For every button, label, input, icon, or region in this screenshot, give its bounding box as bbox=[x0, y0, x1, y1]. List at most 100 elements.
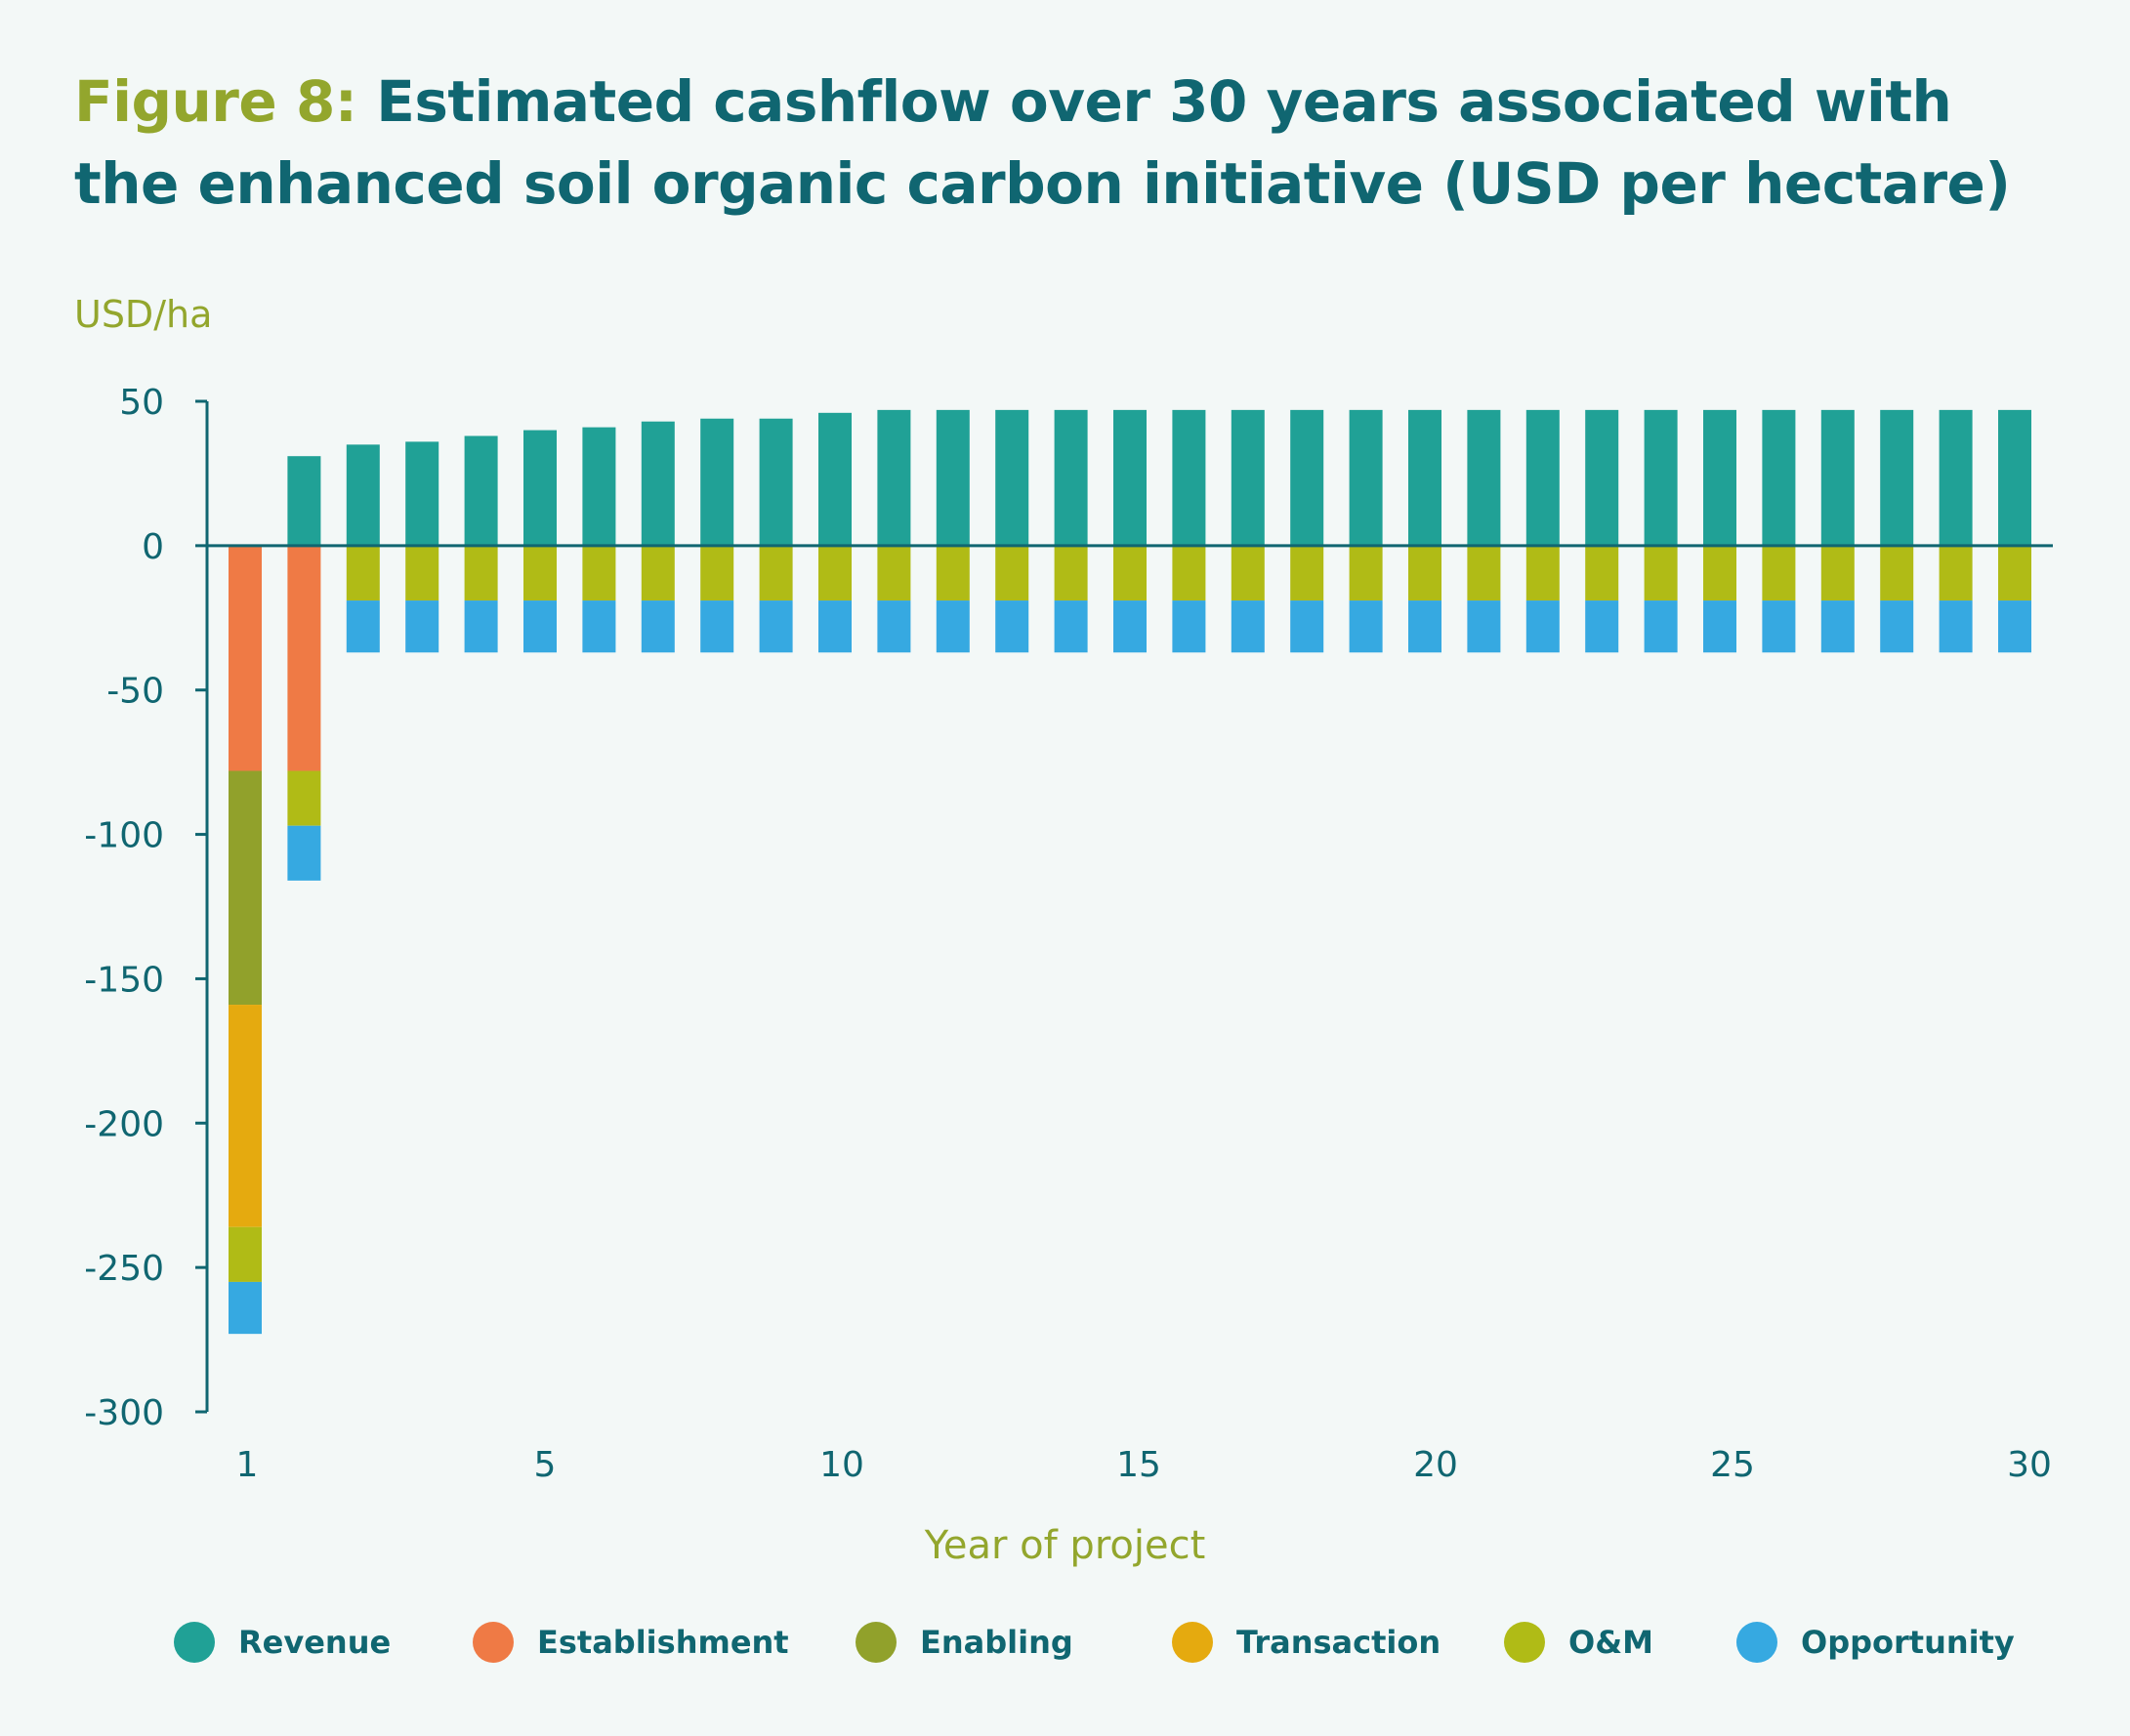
bar-segment-opportunity bbox=[1998, 600, 2031, 653]
legend-item: Revenue bbox=[174, 1615, 391, 1670]
x-tick-label: 15 bbox=[1116, 1445, 1161, 1485]
bar-segment-revenue bbox=[1408, 409, 1441, 546]
legend-label: Revenue bbox=[238, 1624, 392, 1661]
bar-segment-om bbox=[1998, 545, 2031, 601]
bar-segment-opportunity bbox=[1820, 600, 1855, 653]
y-tick-label: -50 bbox=[106, 672, 164, 712]
bar-segment-revenue bbox=[995, 409, 1029, 546]
bar-segment-revenue bbox=[1998, 409, 2031, 546]
bar-segment-opportunity bbox=[523, 600, 557, 653]
bar-segment-revenue bbox=[1762, 409, 1796, 546]
bar-segment-opportunity bbox=[1644, 600, 1678, 653]
bar-segment-opportunity bbox=[877, 600, 911, 653]
bar-segment-om bbox=[1644, 545, 1678, 601]
bar-segment-opportunity bbox=[700, 600, 734, 653]
bar-segment-opportunity bbox=[1408, 600, 1441, 653]
bar-segment-enabling bbox=[229, 770, 262, 1006]
bar-segment-opportunity bbox=[582, 600, 616, 653]
bar-segment-opportunity bbox=[287, 825, 321, 881]
legend-swatch bbox=[174, 1622, 215, 1663]
bar-segment-opportunity bbox=[346, 600, 380, 653]
bar-segment-opportunity bbox=[405, 600, 439, 653]
bar-segment-opportunity bbox=[1231, 600, 1265, 653]
bar-segment-revenue bbox=[1113, 409, 1147, 546]
legend-item: O&M bbox=[1504, 1615, 1653, 1670]
bar-segment-opportunity bbox=[1349, 600, 1383, 653]
bar-segment-om bbox=[641, 545, 675, 601]
y-axis-unit-label: USD/ha bbox=[74, 293, 213, 336]
figure-title-text: Estimated cashflow over 30 years associa… bbox=[74, 68, 2011, 217]
bar-segment-om bbox=[759, 545, 793, 601]
x-axis-label: Year of project bbox=[924, 1523, 1206, 1568]
x-tick-label: 20 bbox=[1413, 1445, 1458, 1485]
bar-segment-opportunity bbox=[1113, 600, 1147, 653]
bar-segment-om bbox=[877, 545, 911, 601]
x-tick-label: 10 bbox=[819, 1445, 864, 1485]
y-tick-label: 0 bbox=[142, 527, 164, 567]
bar-segment-om bbox=[936, 545, 970, 601]
legend-item: Transaction bbox=[1172, 1615, 1441, 1670]
y-tick-label: -250 bbox=[84, 1249, 164, 1289]
bar-segment-revenue bbox=[582, 427, 616, 546]
bar-segment-om bbox=[523, 545, 557, 601]
bar-segment-revenue bbox=[1880, 409, 1914, 546]
legend-item: Establishment bbox=[473, 1615, 789, 1670]
bar-segment-om bbox=[1585, 545, 1619, 601]
bar-segment-establishment bbox=[287, 545, 321, 771]
bar-segment-revenue bbox=[759, 418, 793, 546]
bar-segment-om bbox=[1349, 545, 1383, 601]
bar-segment-opportunity bbox=[1290, 600, 1324, 653]
chart-title: Figure 8: Estimated cashflow over 30 yea… bbox=[74, 61, 2027, 225]
bar-segment-om bbox=[287, 770, 321, 826]
legend-swatch bbox=[473, 1622, 514, 1663]
bar-segment-revenue bbox=[1467, 409, 1501, 546]
legend-swatch bbox=[1504, 1622, 1545, 1663]
bar-segment-om bbox=[1408, 545, 1441, 601]
bar-segment-revenue bbox=[1054, 409, 1088, 546]
bar-segment-establishment bbox=[229, 545, 262, 771]
y-tick-label: -150 bbox=[84, 960, 164, 1000]
y-tick-label: -200 bbox=[84, 1104, 164, 1144]
legend-label: Transaction bbox=[1236, 1624, 1441, 1661]
bar-segment-revenue bbox=[1349, 409, 1383, 546]
legend-swatch bbox=[856, 1622, 897, 1663]
bar-segment-om bbox=[1290, 545, 1324, 601]
bar-segment-opportunity bbox=[1880, 600, 1914, 653]
bar-segment-revenue bbox=[700, 418, 734, 546]
bar-segment-revenue bbox=[523, 430, 557, 546]
bar-segment-om bbox=[405, 545, 439, 601]
legend-label: Enabling bbox=[920, 1624, 1073, 1661]
bar-segment-revenue bbox=[464, 435, 498, 546]
legend-swatch bbox=[1736, 1622, 1777, 1663]
bar-segment-om bbox=[1172, 545, 1206, 601]
x-tick-label: 30 bbox=[2007, 1445, 2052, 1485]
bar-segment-revenue bbox=[346, 444, 380, 546]
bar-segment-revenue bbox=[1585, 409, 1619, 546]
bar-segment-revenue bbox=[1172, 409, 1206, 546]
bar-segment-opportunity bbox=[229, 1281, 262, 1335]
bar-segment-revenue bbox=[287, 456, 321, 546]
bar-segment-revenue bbox=[405, 441, 439, 546]
bar-segment-revenue bbox=[1703, 409, 1736, 546]
bar-segment-opportunity bbox=[759, 600, 793, 653]
legend-label: O&M bbox=[1568, 1624, 1653, 1661]
bar-segment-om bbox=[818, 545, 852, 601]
bar-segment-opportunity bbox=[641, 600, 675, 653]
bar-segment-om bbox=[1762, 545, 1796, 601]
legend-item: Enabling bbox=[856, 1615, 1073, 1670]
bar-segment-opportunity bbox=[464, 600, 498, 653]
bar-segment-revenue bbox=[1820, 409, 1855, 546]
bar-segment-opportunity bbox=[995, 600, 1029, 653]
bar-segment-opportunity bbox=[1525, 600, 1560, 653]
legend-swatch bbox=[1172, 1622, 1213, 1663]
bar-segment-revenue bbox=[1290, 409, 1324, 546]
legend-item: Opportunity bbox=[1736, 1615, 2015, 1670]
bar-segment-om bbox=[1054, 545, 1088, 601]
bar-segment-revenue bbox=[641, 421, 675, 546]
bar-segment-om bbox=[1525, 545, 1560, 601]
bar-segment-om bbox=[1703, 545, 1736, 601]
x-tick-label: 1 bbox=[236, 1445, 259, 1485]
legend-label: Opportunity bbox=[1801, 1624, 2015, 1661]
figure-number: Figure 8: bbox=[74, 68, 357, 135]
bar-segment-om bbox=[995, 545, 1029, 601]
